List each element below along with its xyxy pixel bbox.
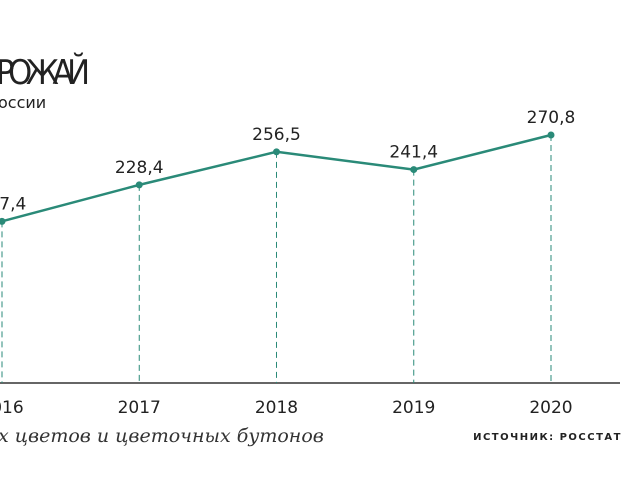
- point: [0, 217, 6, 225]
- point: [135, 181, 143, 189]
- x-tick-label: 2018: [255, 398, 298, 418]
- point: [410, 166, 418, 174]
- point: [273, 148, 280, 156]
- chart-title: РОЖАЙ: [0, 52, 90, 93]
- chart-subtitle: оссии: [0, 93, 46, 112]
- series-line: [1, 133, 552, 223]
- value-label: 228,4: [115, 158, 164, 178]
- x-tick-label: 2016: [0, 398, 24, 418]
- x-tick-label: 2020: [529, 398, 572, 418]
- source: ИСТОЧНИК: РОССТАТ: [473, 432, 622, 443]
- x-tick-label: 2019: [392, 398, 435, 418]
- x-tick-label: 2017: [118, 398, 161, 418]
- value-label: 241,4: [389, 143, 438, 163]
- point: [547, 131, 555, 139]
- value-label: 256,5: [252, 125, 301, 145]
- note: х цветов и цветочных бутонов: [0, 425, 324, 447]
- value-label: 197,4: [0, 194, 26, 214]
- value-label: 270,8: [527, 108, 576, 128]
